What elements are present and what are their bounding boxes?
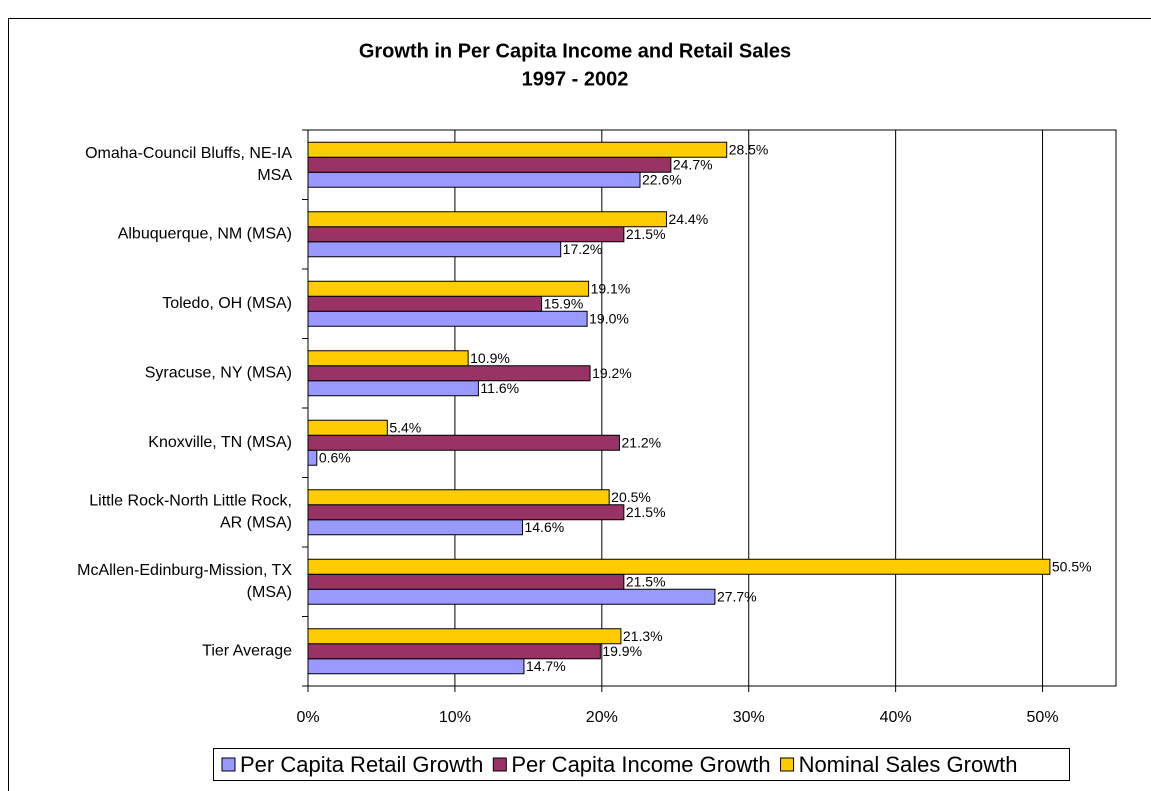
y-tick-label: Toledo, OH (MSA) [162, 295, 292, 312]
x-tick-label: 50% [1027, 709, 1059, 726]
value-label: 0.6% [319, 449, 351, 465]
value-label: 24.4% [668, 211, 708, 227]
value-label: 22.6% [642, 171, 682, 187]
y-tick-label: Syracuse, NY (MSA) [145, 364, 292, 381]
x-tick-label: 20% [586, 709, 618, 726]
bar [307, 280, 590, 297]
legend-box [213, 748, 1070, 781]
value-label: 15.9% [544, 295, 584, 311]
label-line: Omaha-Council Bluffs, NE-IA [85, 145, 292, 162]
legend-label: Per Capita Income Growth [511, 752, 770, 777]
bar [307, 241, 562, 258]
bar [307, 434, 620, 451]
bar [307, 156, 672, 173]
y-tick-label: Knoxville, TN (MSA) [148, 434, 292, 451]
value-label: 19.2% [592, 365, 632, 381]
y-tick-label: McAllen-Edinburg-Mission, TX (MSA) [77, 562, 292, 601]
bar [307, 350, 469, 367]
value-label: 5.4% [389, 419, 421, 435]
value-label: 21.5% [626, 504, 666, 520]
chart-border [8, 18, 1151, 791]
value-label: 14.7% [526, 658, 566, 674]
bar [307, 380, 479, 397]
legend-swatch [492, 757, 507, 772]
bar [307, 489, 610, 506]
bar [307, 211, 667, 228]
bar [307, 171, 641, 188]
label-line: McAllen-Edinburg-Mission, TX [77, 562, 292, 579]
value-label: 19.9% [602, 643, 642, 659]
bar [307, 365, 591, 382]
bar [307, 519, 523, 536]
bar [307, 226, 625, 243]
x-tick-label: 10% [439, 709, 471, 726]
bar [307, 310, 588, 327]
bar [307, 643, 601, 660]
y-tick-label: Tier Average [202, 642, 292, 659]
value-label: 28.5% [729, 141, 769, 157]
bar [307, 504, 625, 521]
value-label: 11.6% [480, 380, 519, 396]
value-label: 17.2% [563, 241, 603, 257]
label-line: Little Rock-North Little Rock, [89, 492, 292, 509]
value-label: 10.9% [470, 350, 510, 366]
value-label: 20.5% [611, 489, 651, 505]
bar [307, 588, 716, 605]
y-tick-label: Little Rock-North Little Rock, AR (MSA) [89, 492, 292, 531]
chart-title: Growth in Per Capita Income and Retail S… [359, 40, 791, 62]
value-label: 21.5% [626, 226, 666, 242]
legend-swatch [221, 757, 236, 772]
value-label: 50.5% [1052, 558, 1092, 574]
value-label: 19.1% [591, 280, 631, 296]
label-line: Tier Average [202, 642, 292, 659]
label-line: Albuquerque, NM (MSA) [118, 225, 292, 242]
y-tick-label: Albuquerque, NM (MSA) [118, 225, 292, 242]
bar [307, 558, 1051, 575]
x-tick-label: 40% [880, 709, 912, 726]
chart-subtitle: 1997 - 2002 [522, 68, 629, 90]
value-label: 19.0% [589, 310, 629, 326]
y-tick-label: Omaha-Council Bluffs, NE-IA MSA [85, 145, 292, 184]
value-label: 21.5% [626, 573, 666, 589]
legend-label: Per Capita Retail Growth [240, 752, 483, 777]
bar [307, 419, 388, 436]
bar [307, 628, 622, 645]
value-label: 14.6% [524, 519, 564, 535]
x-tick-label: 0% [296, 709, 319, 726]
label-line: AR (MSA) [220, 514, 292, 531]
label-line: Syracuse, NY (MSA) [145, 364, 292, 381]
label-line: (MSA) [247, 584, 292, 601]
bar [307, 449, 318, 466]
value-label: 24.7% [673, 156, 713, 172]
legend-swatch [780, 757, 795, 772]
value-label: 21.3% [623, 628, 663, 644]
value-label: 21.2% [621, 434, 661, 450]
value-label: 27.7% [717, 588, 757, 604]
legend-label: Nominal Sales Growth [799, 752, 1018, 777]
label-line: Knoxville, TN (MSA) [148, 434, 292, 451]
bar [307, 658, 525, 675]
bar [307, 141, 728, 158]
bar [307, 295, 543, 312]
label-line: Toledo, OH (MSA) [162, 295, 292, 312]
label-line: MSA [257, 167, 292, 184]
x-tick-label: 30% [733, 709, 765, 726]
bar [307, 573, 625, 590]
